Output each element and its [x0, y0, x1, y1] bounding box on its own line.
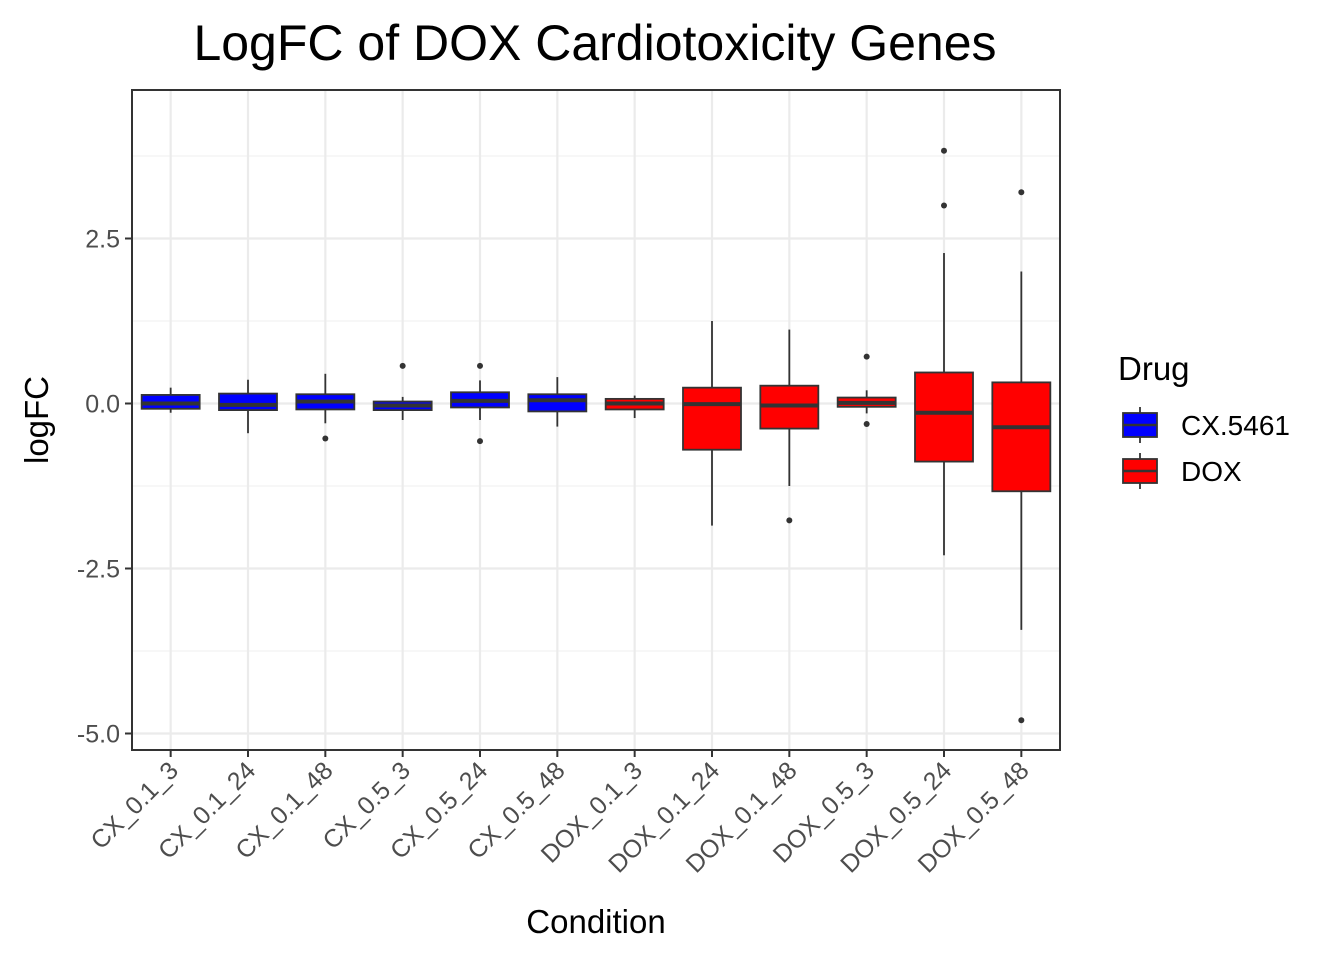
outlier-point: [941, 147, 947, 154]
box-CX_0.1_48: [295, 373, 356, 442]
x-axis-title: Condition: [526, 903, 665, 940]
outlier-point: [941, 202, 947, 209]
y-tick-label: 0.0: [85, 391, 120, 419]
outlier-point: [477, 438, 483, 445]
box-DOX_0.5_48: [991, 189, 1052, 724]
y-tick-label: 2.5: [85, 226, 120, 254]
box-DOX_0.1_48: [759, 329, 820, 524]
y-axis-title: logFC: [18, 376, 55, 464]
box-DOX_0.5_24: [914, 147, 974, 556]
outlier-point: [863, 420, 870, 427]
legend-entries: CX.5461 DOX: [1122, 407, 1290, 489]
box-iqr: [527, 393, 588, 413]
y-tick-label: -2.5: [77, 556, 120, 584]
box-DOX_0.1_3: [604, 395, 665, 419]
box-CX_0.5_3: [372, 362, 433, 420]
outlier-point: [322, 435, 329, 442]
box-CX_0.5_24: [450, 362, 510, 445]
box-CX_0.1_3: [140, 387, 201, 413]
y-axis: -5.0 -2.5 0.0 2.5: [77, 226, 132, 749]
legend: Drug CX.5461 DOX: [1118, 350, 1290, 489]
box-CX_0.5_48: [527, 377, 588, 427]
box-iqr: [991, 381, 1052, 493]
legend-label: DOX: [1181, 456, 1242, 487]
outlier-point: [399, 362, 406, 369]
minor-gridlines: [132, 155, 1060, 652]
box-iqr: [682, 386, 742, 451]
box-iqr: [914, 371, 974, 463]
box-DOX_0.5_3: [836, 353, 897, 427]
plot-panel-border: [131, 89, 1061, 751]
x-axis: CX_0.1_3CX_0.1_24CX_0.1_48CX_0.5_3CX_0.5…: [85, 750, 1035, 878]
legend-title: Drug: [1118, 350, 1190, 387]
outlier-point: [477, 362, 483, 369]
legend-label: CX.5461: [1181, 410, 1290, 441]
outlier-point: [786, 517, 793, 524]
outlier-point: [1018, 189, 1025, 196]
box-CX_0.1_24: [218, 379, 278, 434]
outlier-point: [1018, 717, 1025, 724]
boxes-layer: [140, 147, 1052, 724]
legend-entry-1: DOX: [1122, 453, 1242, 489]
legend-entry-0: CX.5461: [1122, 407, 1290, 443]
y-tick-label: -5.0: [77, 721, 120, 749]
box-iqr: [218, 392, 278, 412]
box-DOX_0.1_24: [682, 321, 742, 526]
chart-title: LogFC of DOX Cardiotoxicity Genes: [193, 15, 996, 71]
outlier-point: [863, 353, 870, 360]
plot-panel-background: [132, 90, 1060, 750]
